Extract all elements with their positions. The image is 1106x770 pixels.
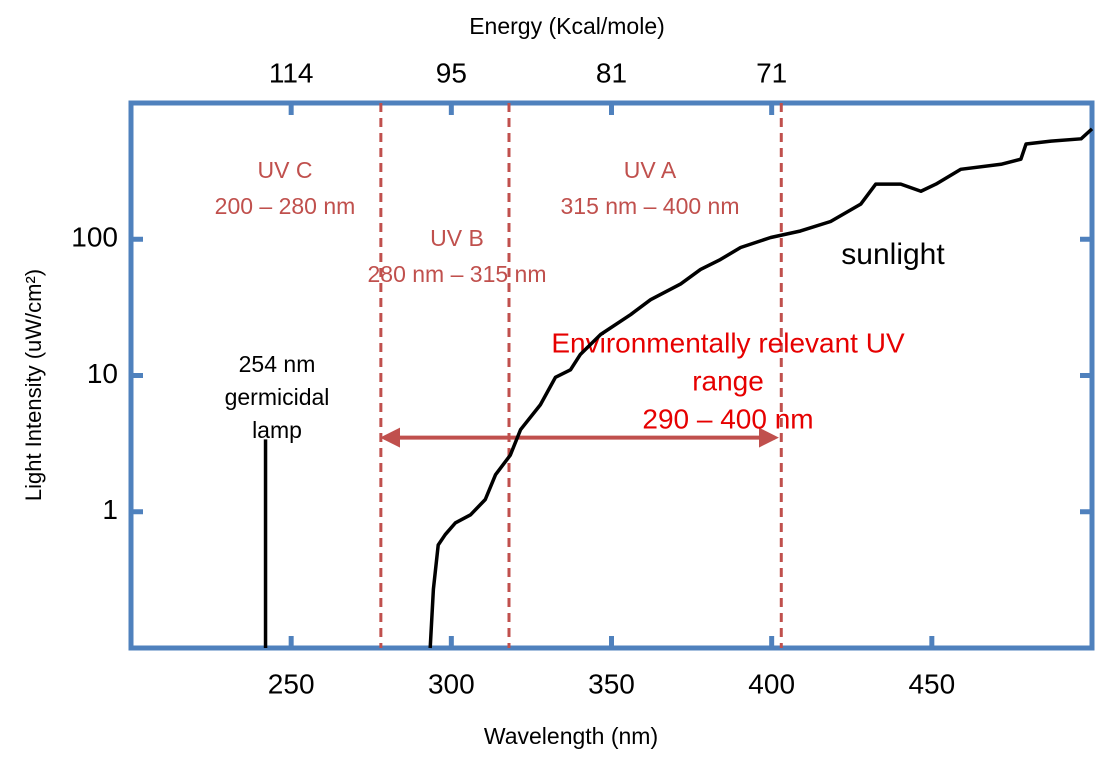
range-label: Environmentally relevant UV xyxy=(551,327,905,358)
x2-tick-label: 114 xyxy=(269,57,314,88)
top-axis-title: Energy (Kcal/mole) xyxy=(469,13,665,39)
y-tick-label: 10 xyxy=(87,358,118,389)
y-tick-label: 1 xyxy=(102,494,118,525)
x2-tick-label: 95 xyxy=(436,57,467,88)
range-label: range xyxy=(692,365,764,396)
range-label: 290 – 400 nm xyxy=(642,403,813,434)
region-label: 315 nm – 400 nm xyxy=(560,193,739,219)
series-label: 254 nm xyxy=(239,351,316,377)
series-line xyxy=(428,127,1094,649)
x-tick-label: 350 xyxy=(588,668,635,699)
x-tick-label: 400 xyxy=(748,668,795,699)
region-label: 200 – 280 nm xyxy=(215,193,356,219)
region-label: UV B xyxy=(430,225,484,251)
x-axis-title: Wavelength (nm) xyxy=(484,723,658,749)
region-label: UV C xyxy=(258,157,313,183)
series-label: lamp xyxy=(252,417,302,443)
series-label: germicidal xyxy=(225,384,330,410)
x2-tick-label: 81 xyxy=(596,57,627,88)
y-tick-label: 100 xyxy=(71,222,118,253)
series-label: sunlight xyxy=(841,238,945,271)
x-tick-label: 300 xyxy=(428,668,475,699)
x-tick-label: 450 xyxy=(908,668,955,699)
x-tick-label: 250 xyxy=(268,668,315,699)
x2-tick-label: 71 xyxy=(756,57,787,88)
region-label: 280 nm – 315 nm xyxy=(367,261,546,287)
region-label: UV A xyxy=(624,157,677,183)
y-axis-title: Light Intensity (uW/cm²) xyxy=(21,269,46,501)
